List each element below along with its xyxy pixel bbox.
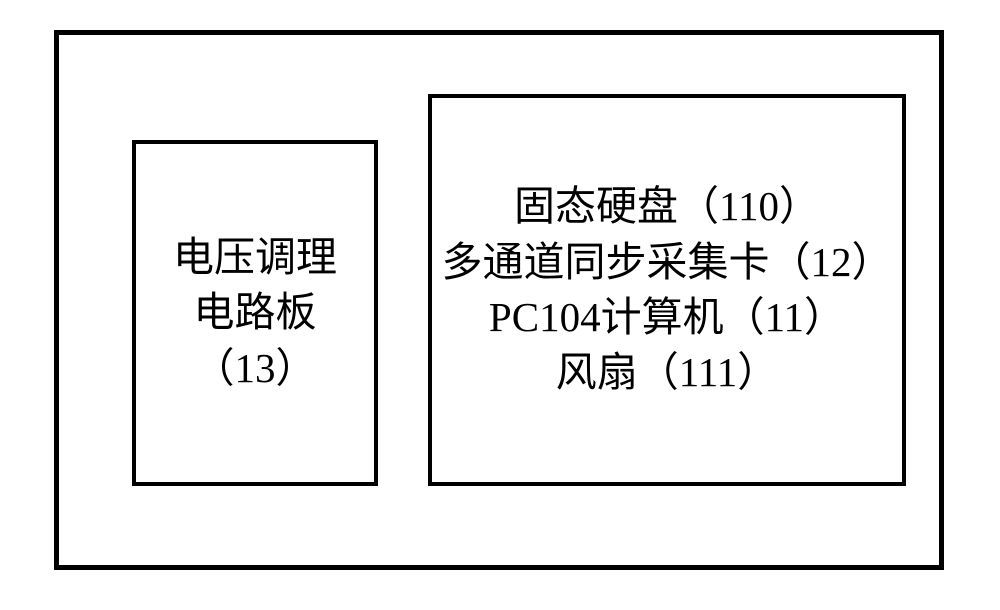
right-block-line-2: 多通道同步采集卡（12） — [442, 235, 893, 290]
right-block-line-1: 固态硬盘（110） — [514, 179, 820, 234]
diagram-canvas: 电压调理 电路板 （13） 固态硬盘（110） 多通道同步采集卡（12） PC1… — [0, 0, 1000, 610]
right-block-computer-stack: 固态硬盘（110） 多通道同步采集卡（12） PC104计算机（11） 风扇（1… — [428, 94, 906, 486]
left-block-line-3: （13） — [194, 341, 317, 396]
right-block-line-4: 风扇（111） — [556, 345, 778, 400]
left-block-line-2: 电路板 — [194, 285, 317, 340]
left-block-voltage-conditioning-board: 电压调理 电路板 （13） — [132, 140, 378, 486]
right-block-line-3: PC104计算机（11） — [489, 290, 845, 345]
left-block-line-1: 电压调理 — [173, 230, 337, 285]
